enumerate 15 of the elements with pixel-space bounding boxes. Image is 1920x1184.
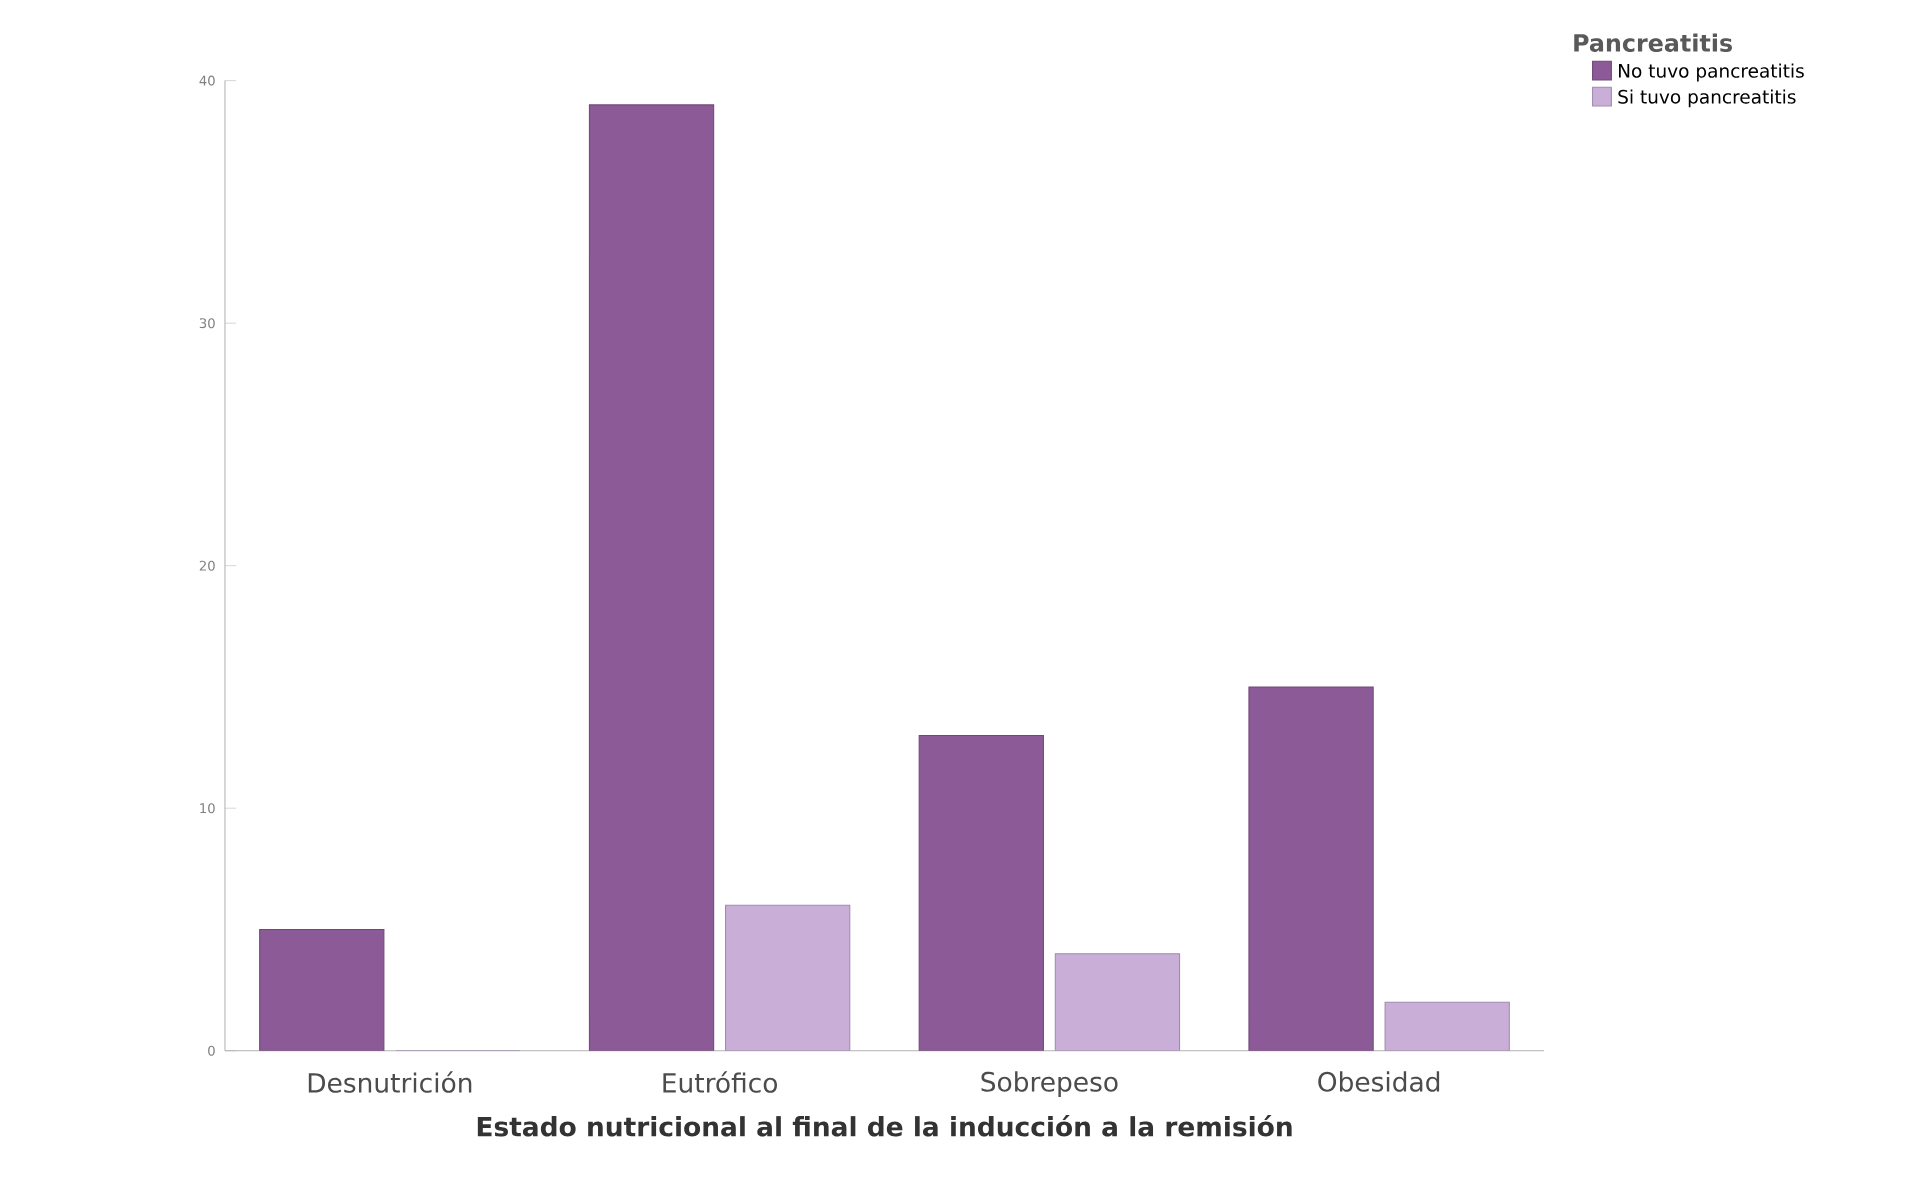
bar — [1384, 1001, 1510, 1051]
x-tick-label: Obesidad — [1318, 1071, 1440, 1093]
x-axis-title: Estado nutricional al final de la inducción a la remisión — [477, 1115, 1292, 1137]
x-tick-label: Desnutrición — [308, 1071, 472, 1094]
bar — [588, 104, 715, 1051]
bar — [1054, 953, 1181, 1051]
legend-title: Pancreatitis — [1574, 33, 1732, 53]
x-tick-label: Sobrepeso — [981, 1071, 1118, 1098]
legend-label: No tuvo pancreatitis — [1619, 63, 1804, 82]
x-tick-label: Eutrófico — [663, 1071, 777, 1094]
bar — [1248, 686, 1374, 1051]
bar — [725, 904, 851, 1051]
legend-label: Si tuvo pancreatitis — [1618, 89, 1796, 108]
bar — [918, 735, 1044, 1051]
bar — [259, 929, 385, 1051]
